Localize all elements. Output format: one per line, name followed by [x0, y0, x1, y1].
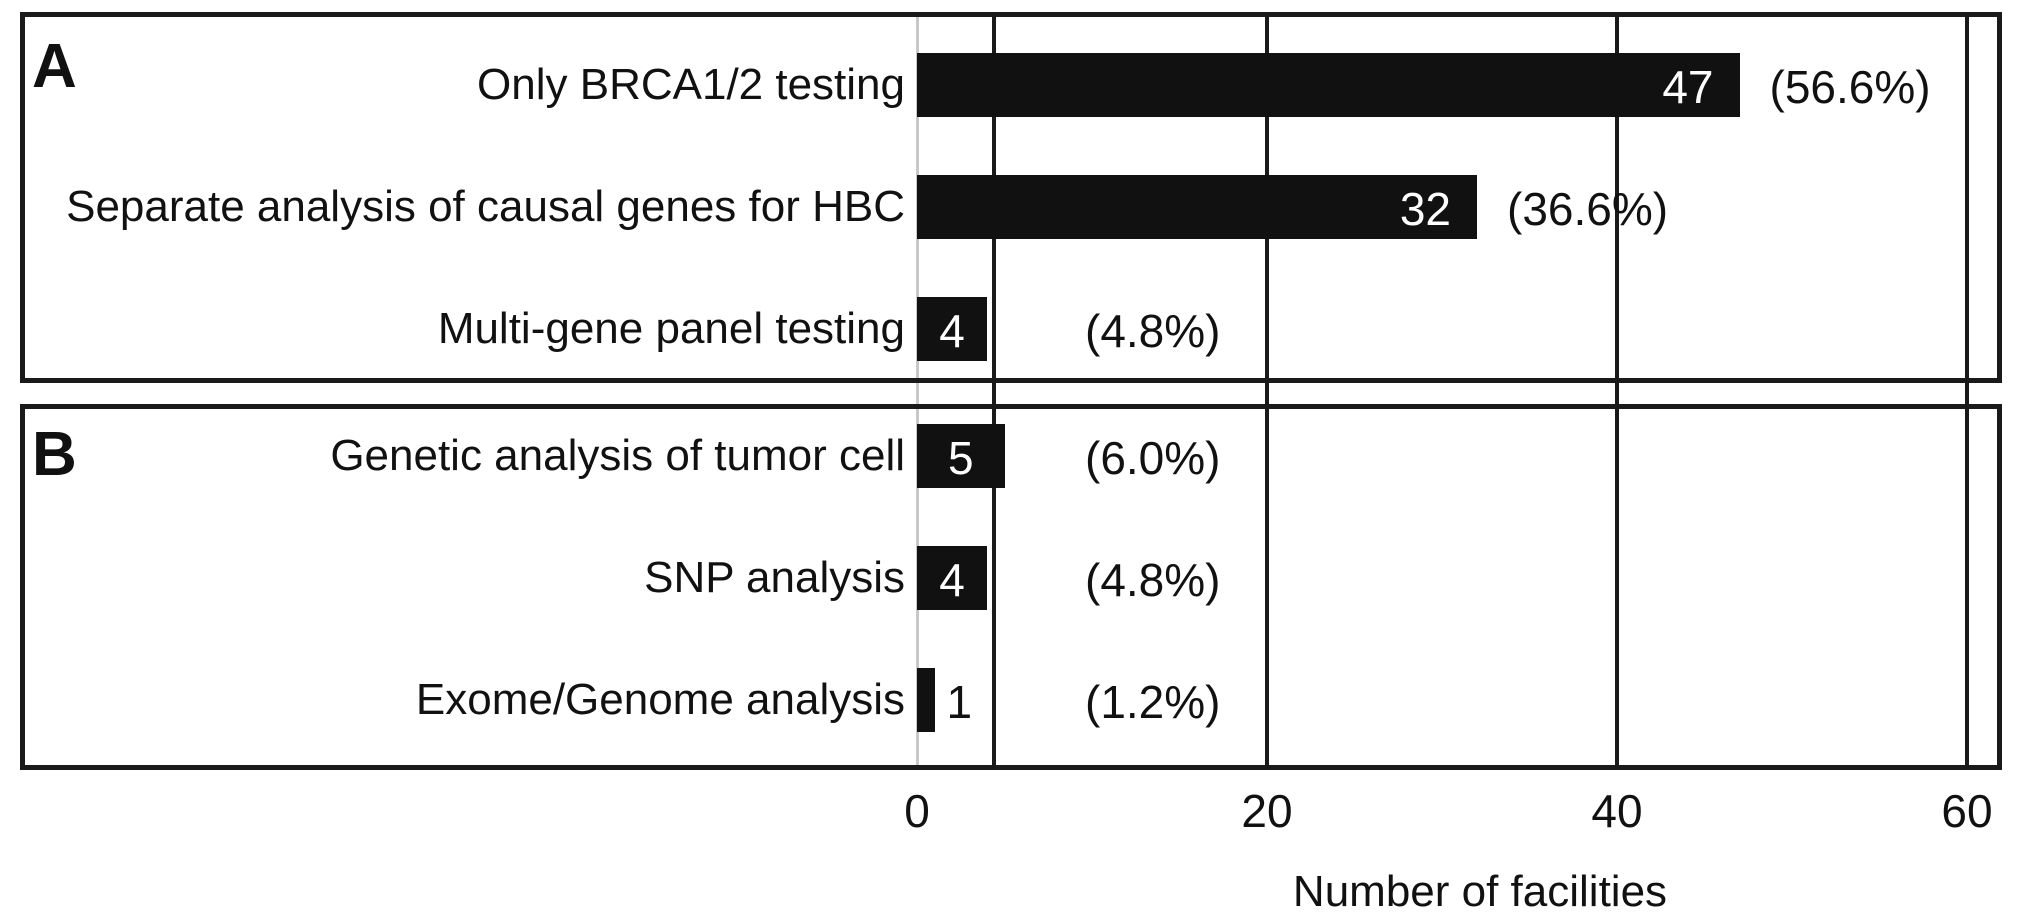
x-axis-title: Number of facilities — [1292, 867, 1668, 916]
bar-count-label: 5 — [947, 432, 974, 484]
bar — [917, 297, 987, 361]
bar-count-label: 4 — [939, 305, 965, 357]
panel-b-box — [20, 404, 2002, 770]
category-label: Only BRCA1/2 testing — [477, 60, 905, 109]
panel-a-box — [20, 12, 2002, 383]
percentage-label: (56.6%) — [1769, 61, 1931, 113]
gridline-zero — [915, 12, 919, 770]
gridline-unlabeled — [992, 12, 996, 770]
percentage-label: (1.2%) — [1085, 676, 1221, 728]
percentage-label: (4.8%) — [1085, 305, 1221, 357]
bar — [917, 546, 987, 610]
bar-count-label: 1 — [946, 676, 973, 728]
bar-count-label: 4 — [939, 554, 965, 606]
x-tick-label: 20 — [1241, 785, 1293, 837]
percentage-label: (6.0%) — [1085, 432, 1221, 484]
gridline-20 — [1265, 12, 1269, 770]
bar — [917, 668, 935, 732]
bar — [917, 53, 1740, 117]
category-label: SNP analysis — [644, 553, 905, 602]
bar — [917, 175, 1477, 239]
panel-letter-a: A — [32, 32, 77, 101]
category-label: Separate analysis of causal genes for HB… — [66, 182, 905, 231]
category-label: Multi-gene panel testing — [437, 304, 905, 353]
percentage-label: (4.8%) — [1085, 554, 1221, 606]
bar-count-label: 47 — [1662, 61, 1714, 113]
bar — [917, 424, 1005, 488]
x-tick-label: 0 — [904, 785, 930, 837]
panel-letter-b: B — [32, 420, 77, 489]
category-label: Genetic analysis of tumor cell — [330, 431, 905, 480]
category-label: Exome/Genome analysis — [415, 675, 905, 724]
gridline-60 — [1965, 12, 1969, 770]
bar-count-label: 32 — [1399, 183, 1451, 235]
percentage-label: (36.6%) — [1507, 183, 1669, 235]
gridline-40 — [1615, 12, 1619, 770]
x-tick-label: 40 — [1591, 785, 1643, 837]
x-tick-label: 60 — [1941, 785, 1993, 837]
